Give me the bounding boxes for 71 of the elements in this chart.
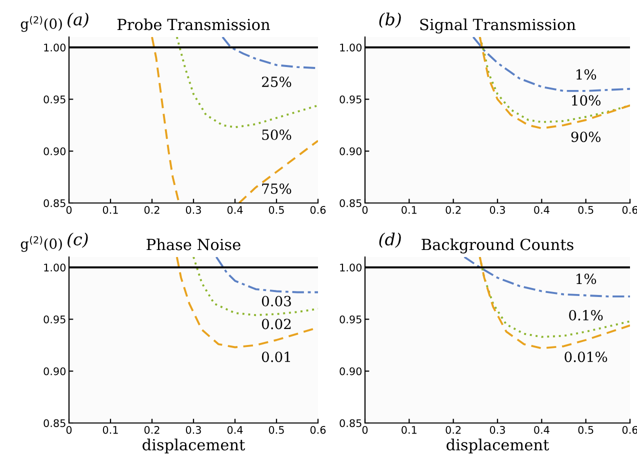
x-tick-label: 0 (362, 426, 368, 434)
line-series (472, 37, 630, 92)
chart-title: Phase Noise (146, 238, 240, 250)
y-axis-title: g$^{(2)}$(0) (20, 236, 62, 252)
y-tick-label: 1.00 (340, 264, 362, 272)
line-series (222, 37, 318, 70)
y-tick-label: 1.00 (44, 264, 66, 272)
y-tick-label: 0.90 (340, 147, 362, 156)
y-tick-label: 0.90 (44, 367, 66, 376)
y-tick-label: 0.85 (44, 419, 66, 428)
y-tick-label: 0.95 (44, 315, 66, 324)
x-tick-label: 0.3 (490, 206, 505, 214)
chart-title: Background Counts (422, 238, 574, 254)
text: (c) (68, 232, 88, 248)
y-tick-label: 0.85 (44, 199, 66, 208)
series-label: 90% (571, 132, 600, 142)
x-tick-label: 0.5 (578, 206, 594, 214)
x-tick-label: 0 (362, 206, 368, 214)
series-label: 50% (262, 130, 292, 140)
series-label: 1% (576, 274, 596, 284)
x-tick-label: 0.2 (144, 206, 160, 214)
y-tick-label: 1.00 (340, 44, 362, 52)
chart-title: Signal Transmission (420, 18, 576, 34)
x-tick-label: 0 (66, 206, 72, 214)
series-label: 0.02 (262, 318, 291, 330)
series-label: 10% (572, 95, 600, 106)
x-tick-label: 0.5 (268, 426, 284, 434)
y-tick-label: 0.85 (340, 419, 362, 428)
series-label: 0.01 (262, 352, 290, 362)
line-series (463, 257, 630, 298)
y-tick-label: 0.95 (340, 315, 362, 324)
series-label: 25% (262, 76, 292, 88)
series-label: 0.01% (564, 352, 608, 362)
series-label: 75% (262, 183, 292, 194)
x-tick-label: 0.4 (534, 426, 550, 434)
line-series (176, 37, 318, 128)
y-tick-label: 0.90 (340, 367, 362, 376)
series-label: 1% (576, 69, 596, 80)
x-tick-label: 0.2 (446, 426, 461, 434)
x-tick-label: 0.5 (578, 426, 594, 434)
x-axis-title: displacement (142, 438, 246, 454)
y-tick-label: 0.90 (44, 147, 66, 156)
y-axis-title: g$^{(2)}$(0) (20, 16, 62, 32)
x-tick-label: 0.4 (227, 426, 243, 434)
x-tick-label: 0.4 (227, 206, 243, 214)
x-tick-label: 0.1 (102, 426, 118, 434)
line-series (215, 257, 318, 294)
text: (b) (379, 12, 401, 28)
x-tick-label: 0.3 (490, 426, 505, 434)
x-tick-label: 0.3 (186, 426, 201, 434)
text: (a) (68, 12, 88, 28)
series-label: 0.1% (569, 310, 603, 320)
x-axis-title: displacement (446, 438, 550, 454)
x-tick-label: 0.1 (402, 206, 416, 214)
chart-title: Probe Transmission (117, 18, 270, 30)
x-tick-label: 0.3 (186, 206, 201, 214)
x-tick-label: 0.6 (310, 206, 326, 214)
y-tick-label: 0.95 (340, 95, 362, 104)
x-tick-label: 0.2 (144, 426, 160, 434)
x-tick-label: 0.6 (310, 426, 326, 434)
y-tick-label: 0.95 (44, 95, 66, 104)
x-tick-label: 0.4 (534, 206, 550, 214)
x-tick-label: 0.1 (102, 206, 118, 214)
y-tick-label: 0.85 (340, 199, 362, 208)
x-tick-label: 0.1 (402, 426, 416, 434)
series-label: 0.03 (262, 296, 291, 306)
x-tick-label: 0 (66, 426, 72, 434)
text: (d) (379, 232, 401, 248)
y-tick-label: 1.00 (44, 44, 66, 52)
x-tick-label: 0.5 (268, 206, 284, 214)
x-tick-label: 0.2 (446, 206, 461, 214)
